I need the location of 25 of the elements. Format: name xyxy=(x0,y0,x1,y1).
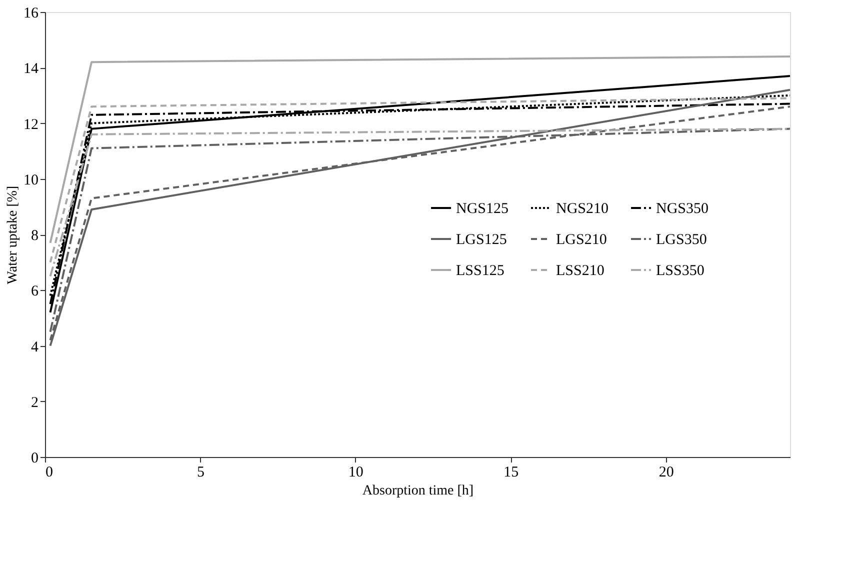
legend-label: LGS125 xyxy=(456,232,507,248)
legend-label: NGS350 xyxy=(656,201,709,217)
x-tick-label: 5 xyxy=(196,464,204,480)
y-tick-label: 8 xyxy=(31,228,38,244)
legend-label: NGS210 xyxy=(556,201,609,217)
legend-label: LGS210 xyxy=(556,232,607,248)
y-tick-label: 2 xyxy=(31,394,38,411)
y-axis-title: Water uptake [%] xyxy=(6,186,20,284)
x-tick-label: 20 xyxy=(658,464,674,480)
y-tick-label: 0 xyxy=(31,450,38,466)
legend-label: LSS210 xyxy=(556,263,604,279)
y-tick-label: 6 xyxy=(31,284,39,300)
y-tick-label: 16 xyxy=(24,6,39,22)
legend-label: LSS125 xyxy=(456,263,504,279)
x-tick-label: 15 xyxy=(504,464,519,480)
legend-label: NGS125 xyxy=(456,201,509,217)
y-tick-label: 12 xyxy=(24,116,38,133)
x-axis-title: Absorption time [h] xyxy=(362,484,474,498)
legend-label: LGS350 xyxy=(656,232,707,248)
y-tick-label: 4 xyxy=(31,339,39,356)
x-tick-label: 10 xyxy=(348,464,364,480)
y-tick-label: 14 xyxy=(24,61,39,78)
x-tick-label: 0 xyxy=(46,464,53,480)
legend-label: LSS350 xyxy=(656,263,704,279)
y-tick-label: 10 xyxy=(24,172,38,188)
